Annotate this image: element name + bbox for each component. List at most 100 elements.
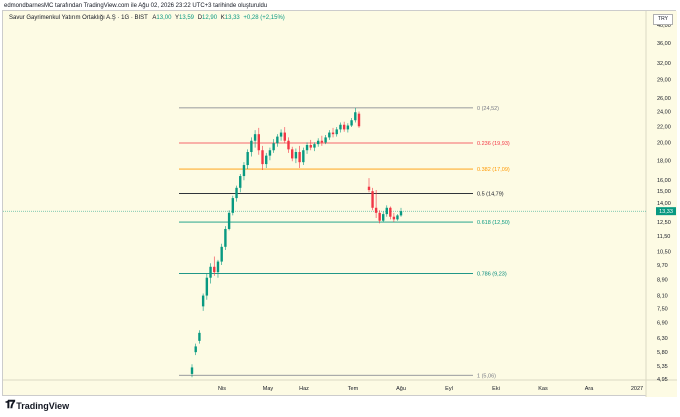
candle-body[interactable] — [201, 295, 205, 307]
price-tick-label: 29,00 — [657, 77, 671, 83]
candle-body[interactable] — [257, 134, 260, 151]
time-tick-label: Nis — [218, 386, 226, 392]
time-tick-label: Haz — [299, 386, 309, 392]
currency-badge[interactable]: TRY — [653, 14, 673, 25]
candle-body[interactable] — [305, 144, 309, 151]
candle-body[interactable] — [294, 152, 298, 159]
price-tick-label: 16,00 — [657, 178, 671, 184]
candle-body[interactable] — [385, 207, 388, 215]
candle-body[interactable] — [291, 149, 294, 159]
candle-body[interactable] — [242, 165, 246, 177]
candle-body[interactable] — [328, 132, 331, 138]
candle-body[interactable] — [209, 266, 212, 278]
candle-body[interactable] — [261, 150, 264, 165]
candle-body[interactable] — [367, 186, 371, 191]
candle-body[interactable] — [190, 367, 194, 374]
candle-body[interactable] — [382, 214, 385, 221]
open-key: A — [152, 15, 157, 21]
candle-body[interactable] — [335, 129, 338, 135]
price-tick-label: 18,00 — [657, 158, 671, 164]
fib-level-label: 0.236 (19,93) — [477, 141, 510, 147]
candle-body[interactable] — [194, 346, 197, 353]
last-price-badge[interactable] — [656, 207, 676, 216]
close-key: K — [220, 15, 225, 21]
price-chart[interactable]: 40,00 36,00 32,00 29,00 26,00 24,00 22,00 20,00… — [3, 11, 677, 397]
candle-body[interactable] — [389, 207, 392, 217]
candle-body[interactable] — [276, 136, 279, 144]
chart-legend: Savur Gayrimenkul Yatırım Ortaklığı A.Ş … — [9, 15, 285, 21]
open-value: 13,00 — [156, 15, 172, 21]
candle-body[interactable] — [250, 140, 253, 153]
candle-body[interactable] — [313, 144, 316, 148]
time-tick-label: May — [263, 386, 274, 392]
price-axis[interactable] — [646, 11, 677, 397]
candle-body[interactable] — [378, 212, 381, 221]
price-tick-label: 32,00 — [657, 61, 671, 67]
candle-body[interactable] — [342, 124, 346, 130]
candle-body[interactable] — [198, 332, 201, 341]
price-tick-label: 6,90 — [657, 321, 668, 327]
price-tick-label: 5,80 — [657, 350, 668, 356]
candle-body[interactable] — [224, 228, 227, 247]
candle-body[interactable] — [235, 187, 238, 199]
candle-body[interactable] — [253, 134, 257, 141]
price-tick-label: 8,90 — [657, 278, 668, 284]
candle-body[interactable] — [239, 176, 242, 188]
candle-body[interactable] — [205, 277, 209, 296]
price-tick-label: 14,00 — [657, 201, 671, 207]
candle-body[interactable] — [346, 125, 350, 130]
low-key: D — [197, 15, 203, 21]
symbol-name[interactable]: Savur Gayrimenkul Yatırım Ortaklığı A.Ş … — [9, 15, 148, 21]
chart-frame[interactable]: 40,00 36,00 32,00 29,00 26,00 24,00 22,00 20,00… — [2, 10, 677, 397]
candle-body[interactable] — [272, 143, 275, 151]
price-tick-label: 9,70 — [657, 263, 668, 269]
candle-body[interactable] — [220, 246, 223, 262]
candle-body[interactable] — [309, 144, 312, 148]
price-tick-label: 5,35 — [657, 364, 668, 370]
candle-body[interactable] — [302, 150, 305, 163]
price-tick-label: 40,00 — [657, 23, 671, 29]
fib-level-label: 1 (5,06) — [477, 373, 496, 379]
price-tick-label: 36,00 — [657, 41, 671, 47]
time-tick-label: Eyl — [445, 386, 453, 392]
candle-body[interactable] — [392, 216, 396, 220]
candle-body[interactable] — [371, 191, 374, 208]
close-value: 13,33 — [224, 15, 240, 21]
tradingview-logo[interactable]: 𝟏𝟕 TradingView — [5, 399, 69, 412]
tradingview-wordmark: TradingView — [16, 400, 70, 411]
candle-body[interactable] — [357, 113, 361, 127]
candle-body[interactable] — [216, 261, 220, 273]
candle-body[interactable] — [316, 140, 320, 145]
candle-body[interactable] — [339, 124, 342, 130]
candle-body[interactable] — [298, 152, 301, 163]
price-tick-label: 11,50 — [657, 234, 670, 240]
candle-body[interactable] — [396, 215, 399, 220]
price-tick-label: 6,30 — [657, 336, 668, 342]
candle-body[interactable] — [213, 266, 216, 273]
candle-body[interactable] — [283, 132, 286, 141]
price-tick-label: 22,00 — [657, 124, 671, 130]
time-tick-label: 2027 — [631, 386, 643, 392]
candle-body[interactable] — [324, 137, 327, 143]
candle-body[interactable] — [374, 207, 378, 213]
price-tick-label: 8,10 — [657, 294, 668, 300]
fib-level-label: 0.618 (12,50) — [477, 220, 510, 226]
candle-body[interactable] — [268, 150, 272, 156]
candle-body[interactable] — [320, 140, 324, 143]
candle-body[interactable] — [246, 152, 249, 166]
candle-body[interactable] — [279, 132, 283, 137]
candle-body[interactable] — [231, 198, 235, 213]
price-tick-label: 26,00 — [657, 96, 671, 102]
fib-level-label: 0.786 (9,23) — [477, 271, 507, 277]
price-tick-label: 20,00 — [657, 140, 671, 146]
candle-body[interactable] — [399, 211, 403, 216]
candle-body[interactable] — [227, 212, 231, 229]
candle-body[interactable] — [331, 132, 335, 135]
fib-level-label: 0.5 (14,79) — [477, 192, 504, 198]
candle-body[interactable] — [265, 155, 268, 165]
candle-body[interactable] — [354, 112, 357, 121]
candle-body[interactable] — [350, 120, 353, 126]
price-tick-label: 7,50 — [657, 307, 668, 313]
candle-body[interactable] — [287, 140, 290, 150]
fib-level-label: 0.382 (17,09) — [477, 167, 510, 173]
